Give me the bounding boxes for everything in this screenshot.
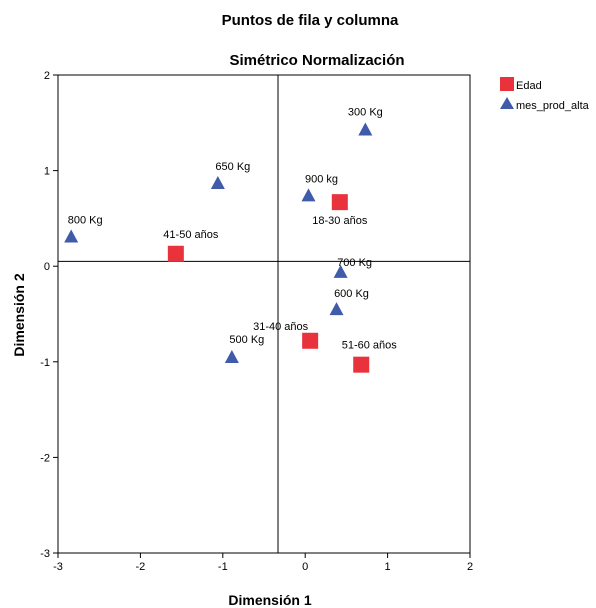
x-tick-label: -1	[218, 561, 228, 573]
point-label: 900 kg	[305, 173, 338, 185]
point-label: 500 Kg	[229, 334, 264, 346]
x-tick-label: -3	[53, 561, 63, 573]
point-marker-triangle	[64, 229, 79, 243]
point-marker-triangle	[329, 302, 344, 316]
point-marker-square	[167, 245, 184, 262]
legend-label-mes-prod-alta: mes_prod_alta	[516, 100, 590, 112]
y-axis-ticks: -3 -2 -1 0 1 2	[40, 70, 58, 560]
point-label: 51-60 años	[342, 340, 398, 352]
y-tick-label: -1	[40, 357, 50, 369]
point-marker-triangle	[210, 175, 225, 189]
y-tick-label: 2	[44, 70, 50, 82]
y-tick-label: 1	[44, 166, 50, 178]
point-marker-triangle	[301, 188, 316, 202]
point-marker-square	[302, 332, 319, 349]
x-tick-label: 1	[385, 561, 391, 573]
point-label: 31-40 años	[253, 321, 309, 333]
x-tick-label: 0	[302, 561, 308, 573]
chart-subtitle: Simétrico Normalización	[229, 52, 404, 69]
x-axis-ticks: -3 -2 -1 0 1 2	[53, 553, 473, 573]
point-label: 800 Kg	[68, 215, 103, 227]
x-axis-title: Dimensión 1	[228, 592, 311, 608]
point-marker-triangle	[224, 349, 239, 363]
point-marker-triangle	[333, 264, 348, 278]
x-tick-label: -2	[136, 561, 146, 573]
point-marker-triangle	[358, 122, 373, 136]
point-label: 600 Kg	[334, 288, 369, 300]
point-label: 650 Kg	[215, 161, 250, 173]
point-label: 41-50 años	[163, 229, 219, 241]
point-marker-square	[353, 356, 370, 373]
legend-marker-edad	[500, 77, 514, 91]
y-axis-title: Dimensión 2	[11, 273, 27, 356]
y-tick-label: 0	[44, 261, 50, 273]
point-label: 700 Kg	[337, 257, 372, 269]
x-tick-label: 2	[467, 561, 473, 573]
y-tick-label: -2	[40, 452, 50, 464]
point-label: 18-30 años	[312, 215, 368, 227]
legend-label-edad: Edad	[516, 80, 542, 92]
legend-marker-mes-prod-alta	[500, 97, 514, 109]
point-marker-square	[331, 194, 348, 211]
point-label: 300 Kg	[348, 106, 383, 118]
chart-title: Puntos de fila y columna	[222, 12, 399, 29]
y-tick-label: -3	[40, 548, 50, 560]
plot-frame	[57, 74, 471, 554]
data-points: 18-30 años 31-40 años 41-50 años 51-60 años…	[64, 106, 398, 373]
legend: Edad mes_prod_alta	[500, 77, 590, 112]
